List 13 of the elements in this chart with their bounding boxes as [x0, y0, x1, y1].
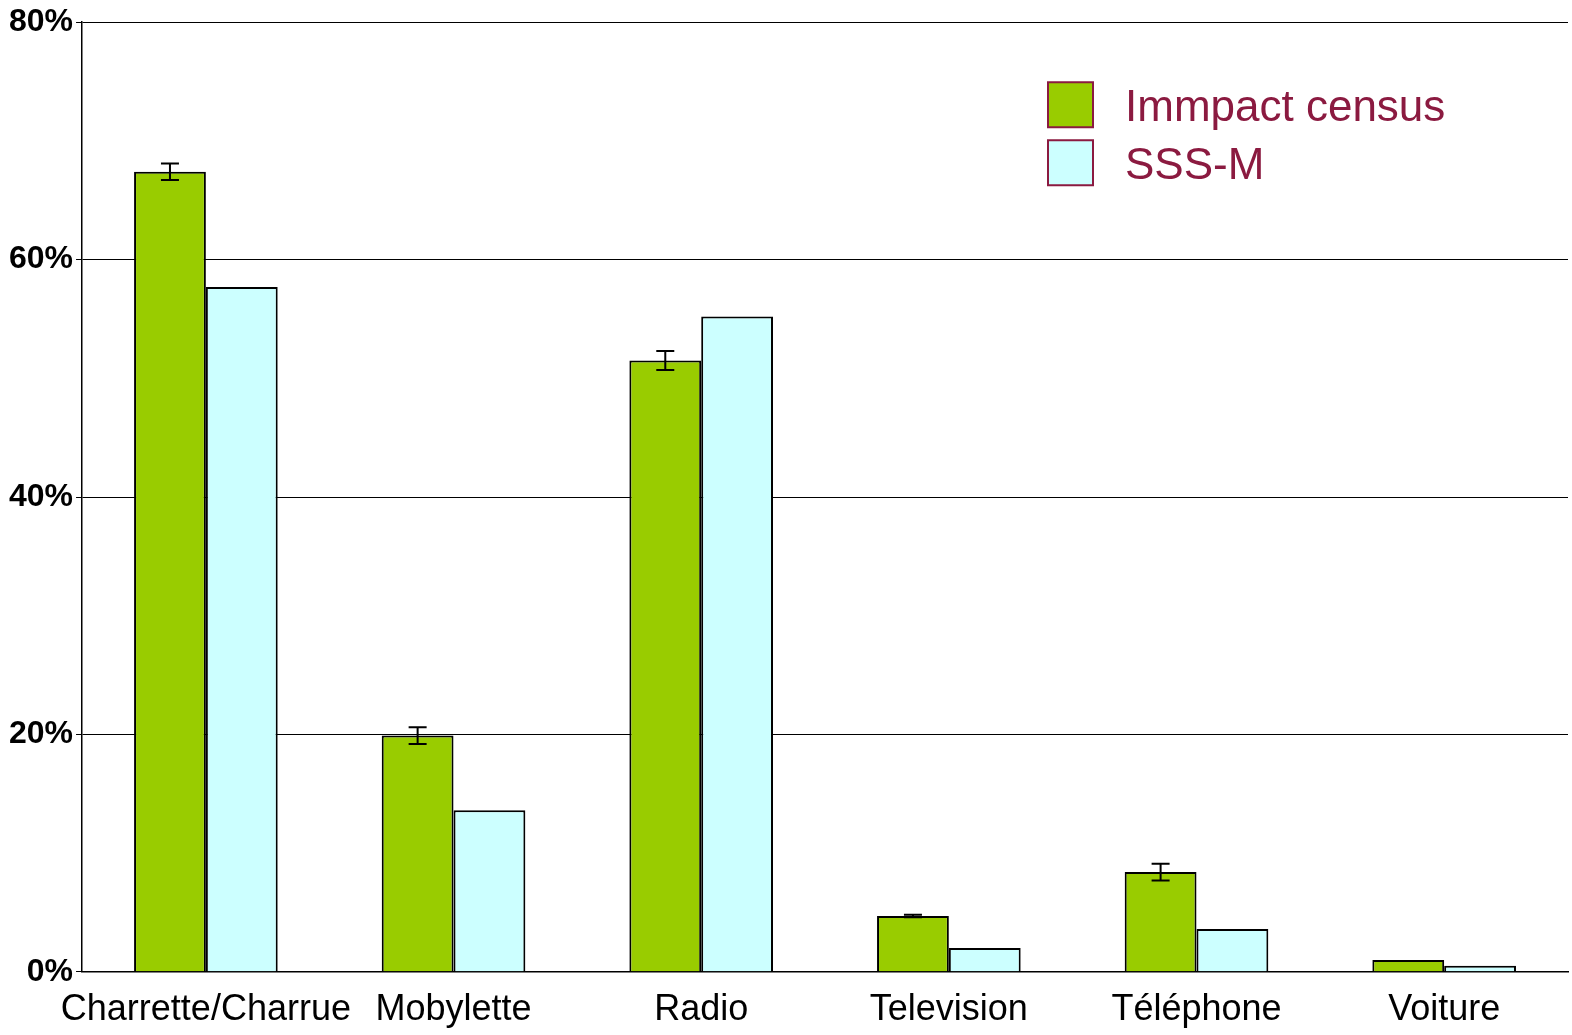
x-tick-label: Charrette/Charrue [60, 987, 351, 1029]
y-tick-label: 40% [9, 476, 74, 513]
legend-label: SSS-M [1125, 139, 1265, 189]
x-tick-label: Mobylette [375, 987, 532, 1029]
y-tick-label: 0% [26, 951, 74, 988]
x-tick-label: Television [869, 987, 1028, 1029]
x-tick-label: Voiture [1388, 987, 1501, 1029]
y-tick-label: 80% [9, 2, 74, 39]
x-tick-label: Téléphone [1111, 987, 1282, 1029]
y-tick-label: 60% [9, 239, 74, 276]
legend-label: Immpact census [1125, 81, 1446, 131]
x-tick-label: Radio [654, 987, 749, 1029]
y-tick-label: 20% [9, 714, 74, 751]
